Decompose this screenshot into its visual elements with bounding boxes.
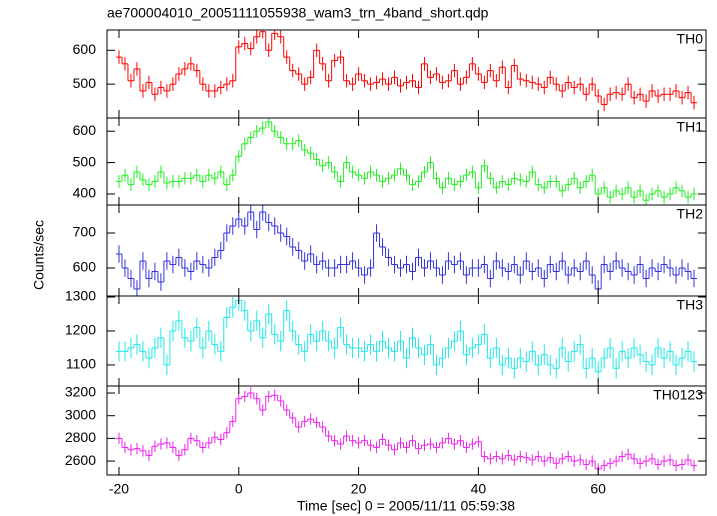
- x-tick-label: 60: [590, 481, 606, 497]
- x-axis-label: Time [sec] 0 = 2005/11/11 05:59:38: [297, 498, 515, 514]
- y-tick-label: 3000: [65, 406, 96, 422]
- x-tick-label: 20: [351, 481, 367, 497]
- panel-frame: [106, 385, 707, 476]
- panel-label: TH3: [677, 297, 704, 313]
- y-tick-label: 600: [73, 41, 97, 57]
- y-tick-label: 400: [73, 185, 97, 201]
- panel-label: TH0: [677, 31, 704, 47]
- x-tick-label: 0: [235, 481, 243, 497]
- x-tick-label: 40: [471, 481, 487, 497]
- y-tick-label: 600: [73, 259, 97, 275]
- panel-label: TH1: [677, 119, 704, 135]
- y-tick-label: 1100: [66, 356, 96, 372]
- chart-title: ae700004010_20051111055938_wam3_trn_4ban…: [107, 5, 489, 21]
- y-tick-label: 500: [73, 153, 97, 169]
- y-tick-label: 600: [73, 122, 97, 138]
- y-tick-label: 3200: [65, 384, 96, 400]
- y-tick-label: 1200: [65, 322, 96, 338]
- y-tick-label: 2600: [65, 452, 96, 468]
- y-axis-label: Counts/sec: [31, 220, 47, 290]
- x-tick-label: -20: [109, 481, 129, 497]
- y-tick-label: 700: [73, 224, 97, 240]
- panel-label: TH0123: [653, 387, 703, 403]
- panel-frame: [106, 204, 707, 297]
- y-tick-label: 500: [73, 75, 97, 91]
- y-tick-label: 1300: [65, 288, 96, 304]
- y-tick-label: 2800: [65, 429, 96, 445]
- panel-label: TH2: [677, 206, 704, 222]
